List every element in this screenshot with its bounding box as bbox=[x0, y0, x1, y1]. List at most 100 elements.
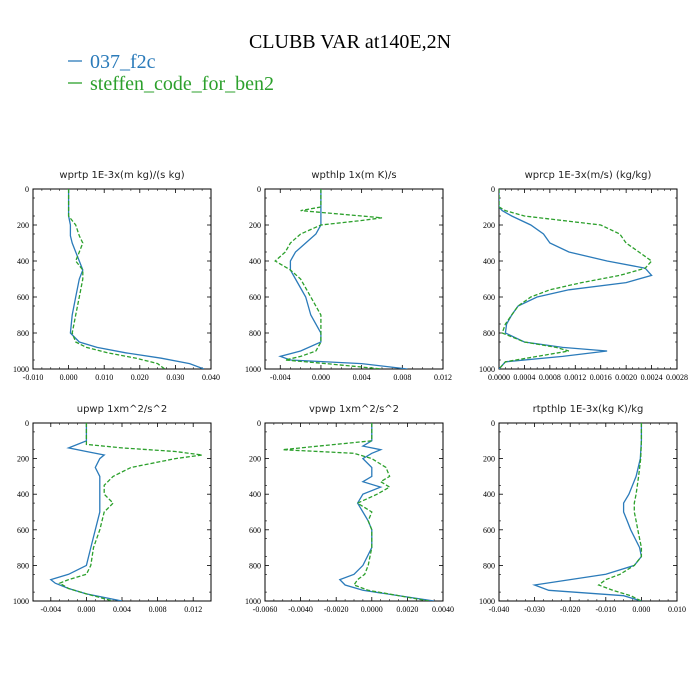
series-line-steffen-code-for-ben2 bbox=[58, 423, 203, 601]
y-tick-label: 1000 bbox=[479, 365, 495, 374]
y-tick-label: 800 bbox=[249, 561, 261, 570]
y-tick-label: 600 bbox=[249, 526, 261, 535]
y-tick-label: 600 bbox=[249, 293, 261, 302]
y-tick-label: 400 bbox=[17, 257, 29, 266]
y-tick-label: 200 bbox=[483, 455, 495, 464]
series-line-037-f2c bbox=[338, 423, 435, 601]
panel-title: rtpthlp 1E-3x(kg K)/kg bbox=[533, 404, 644, 415]
y-tick-label: 0 bbox=[257, 419, 261, 428]
x-tick-label: 0.0040 bbox=[432, 605, 454, 614]
panel-title: wprtp 1E-3x(m kg)/(s kg) bbox=[59, 170, 184, 181]
series-line-steffen-code-for-ben2 bbox=[274, 189, 383, 369]
x-tick-label: -0.010 bbox=[23, 373, 44, 382]
y-tick-label: 600 bbox=[17, 526, 29, 535]
x-tick-label: -0.0060 bbox=[253, 605, 278, 614]
x-tick-label: 0.004 bbox=[353, 373, 371, 382]
panel-3: wprcp 1E-3x(m/s) (kg/kg) 0 200 400 600 800 100… bbox=[479, 170, 688, 382]
panel-5: vpwp 1xm^2/s^2 0 200 400 600 800 1000-0.0060 -0… bbox=[245, 404, 454, 614]
y-tick-label: 800 bbox=[17, 329, 29, 338]
y-tick-label: 200 bbox=[249, 221, 261, 230]
x-tick-label: 0.0028 bbox=[666, 373, 688, 382]
series-line-steffen-code-for-ben2 bbox=[597, 423, 643, 601]
y-tick-label: 600 bbox=[17, 293, 29, 302]
y-tick-label: 0 bbox=[491, 185, 495, 194]
y-tick-label: 400 bbox=[249, 490, 261, 499]
x-tick-label: 0.012 bbox=[434, 373, 452, 382]
y-tick-label: 200 bbox=[483, 221, 495, 230]
x-tick-label: 0.0004 bbox=[513, 373, 535, 382]
x-tick-label: 0.040 bbox=[202, 373, 220, 382]
y-tick-label: 1000 bbox=[13, 365, 29, 374]
panel-2: wpthlp 1x(m K)/s 0 200 400 600 800 1000 -0.004 0… bbox=[245, 170, 452, 382]
y-tick-label: 400 bbox=[249, 257, 261, 266]
panel-4: upwp 1xm^2/s^2 0 200 400 600 800 1000 -0.004 0.0… bbox=[13, 404, 212, 614]
y-tick-label: 1000 bbox=[479, 597, 495, 606]
panel-frame bbox=[498, 422, 678, 602]
y-tick-label: 800 bbox=[17, 561, 29, 570]
x-tick-label: -0.010 bbox=[595, 605, 616, 614]
panel-frame bbox=[32, 422, 212, 602]
legend-label-2: steffen_code_for_ben2 bbox=[90, 73, 274, 95]
y-tick-label: 800 bbox=[483, 561, 495, 570]
x-tick-label: -0.0020 bbox=[324, 605, 349, 614]
panel-frame bbox=[32, 188, 212, 370]
y-tick-label: 400 bbox=[483, 490, 495, 499]
y-tick-label: 600 bbox=[483, 526, 495, 535]
x-tick-label: 0.0020 bbox=[396, 605, 418, 614]
x-tick-label: 0.030 bbox=[166, 373, 184, 382]
series-line-steffen-code-for-ben2 bbox=[282, 423, 429, 601]
panel-6: rtpthlp 1E-3x(kg K)/kg02004006008001000-… bbox=[479, 404, 686, 614]
legend: 037_f2c steffen_code_for_ben2 bbox=[68, 51, 274, 95]
x-tick-label: 0.008 bbox=[393, 373, 411, 382]
x-tick-label: 0.012 bbox=[184, 605, 202, 614]
x-tick-label: 0.0024 bbox=[641, 373, 663, 382]
x-tick-label: 0.0012 bbox=[564, 373, 586, 382]
y-tick-label: 1000 bbox=[13, 597, 29, 606]
x-tick-label: 0.0016 bbox=[590, 373, 612, 382]
y-tick-label: 600 bbox=[483, 293, 495, 302]
y-tick-label: 0 bbox=[257, 185, 261, 194]
x-tick-label: -0.020 bbox=[560, 605, 581, 614]
x-tick-label: 0.000 bbox=[77, 605, 95, 614]
series-line-037-f2c bbox=[67, 189, 205, 369]
y-tick-label: 400 bbox=[17, 490, 29, 499]
x-tick-label: 0.000 bbox=[60, 373, 78, 382]
x-tick-label: -0.040 bbox=[489, 605, 510, 614]
panel-title: wpthlp 1x(m K)/s bbox=[311, 170, 396, 181]
x-tick-label: -0.004 bbox=[270, 373, 291, 382]
series-line-steffen-code-for-ben2 bbox=[67, 189, 166, 369]
panel-grid: wprtp 1E-3x(m kg)/(s kg) 0 200 400 600 800 100… bbox=[13, 170, 688, 614]
series-line-037-f2c bbox=[499, 189, 653, 369]
panel-1: wprtp 1E-3x(m kg)/(s kg) 0 200 400 600 800 100… bbox=[13, 170, 220, 382]
figure-title: CLUBB VAR at140E,2N bbox=[249, 31, 451, 53]
x-tick-label: 0.020 bbox=[131, 373, 149, 382]
x-tick-label: 0.010 bbox=[668, 605, 686, 614]
x-tick-label: 0.0008 bbox=[539, 373, 561, 382]
series-line-037-f2c bbox=[49, 423, 123, 601]
y-tick-label: 200 bbox=[17, 221, 29, 230]
x-tick-label: 0.008 bbox=[149, 605, 167, 614]
x-tick-label: 0.004 bbox=[113, 605, 131, 614]
y-tick-label: 0 bbox=[25, 419, 29, 428]
panel-title: wprcp 1E-3x(m/s) (kg/kg) bbox=[525, 170, 652, 181]
panel-frame bbox=[264, 188, 444, 370]
series-line-037-f2c bbox=[532, 423, 643, 601]
panel-title: vpwp 1xm^2/s^2 bbox=[309, 404, 399, 415]
x-tick-label: 0.0020 bbox=[615, 373, 637, 382]
y-tick-label: 0 bbox=[25, 185, 29, 194]
y-tick-label: 400 bbox=[483, 257, 495, 266]
y-tick-label: 0 bbox=[491, 419, 495, 428]
y-tick-label: 200 bbox=[17, 455, 29, 464]
y-tick-label: 800 bbox=[249, 329, 261, 338]
series-line-037-f2c bbox=[278, 189, 408, 369]
y-tick-label: 1000 bbox=[245, 365, 261, 374]
x-tick-label: -0.0040 bbox=[288, 605, 313, 614]
series-line-steffen-code-for-ben2 bbox=[499, 189, 653, 369]
y-tick-label: 200 bbox=[249, 455, 261, 464]
x-tick-label: 0.0000 bbox=[361, 605, 383, 614]
y-tick-label: 1000 bbox=[245, 597, 261, 606]
x-tick-label: -0.030 bbox=[524, 605, 545, 614]
x-tick-label: -0.004 bbox=[40, 605, 61, 614]
x-tick-label: 0.0000 bbox=[488, 373, 510, 382]
